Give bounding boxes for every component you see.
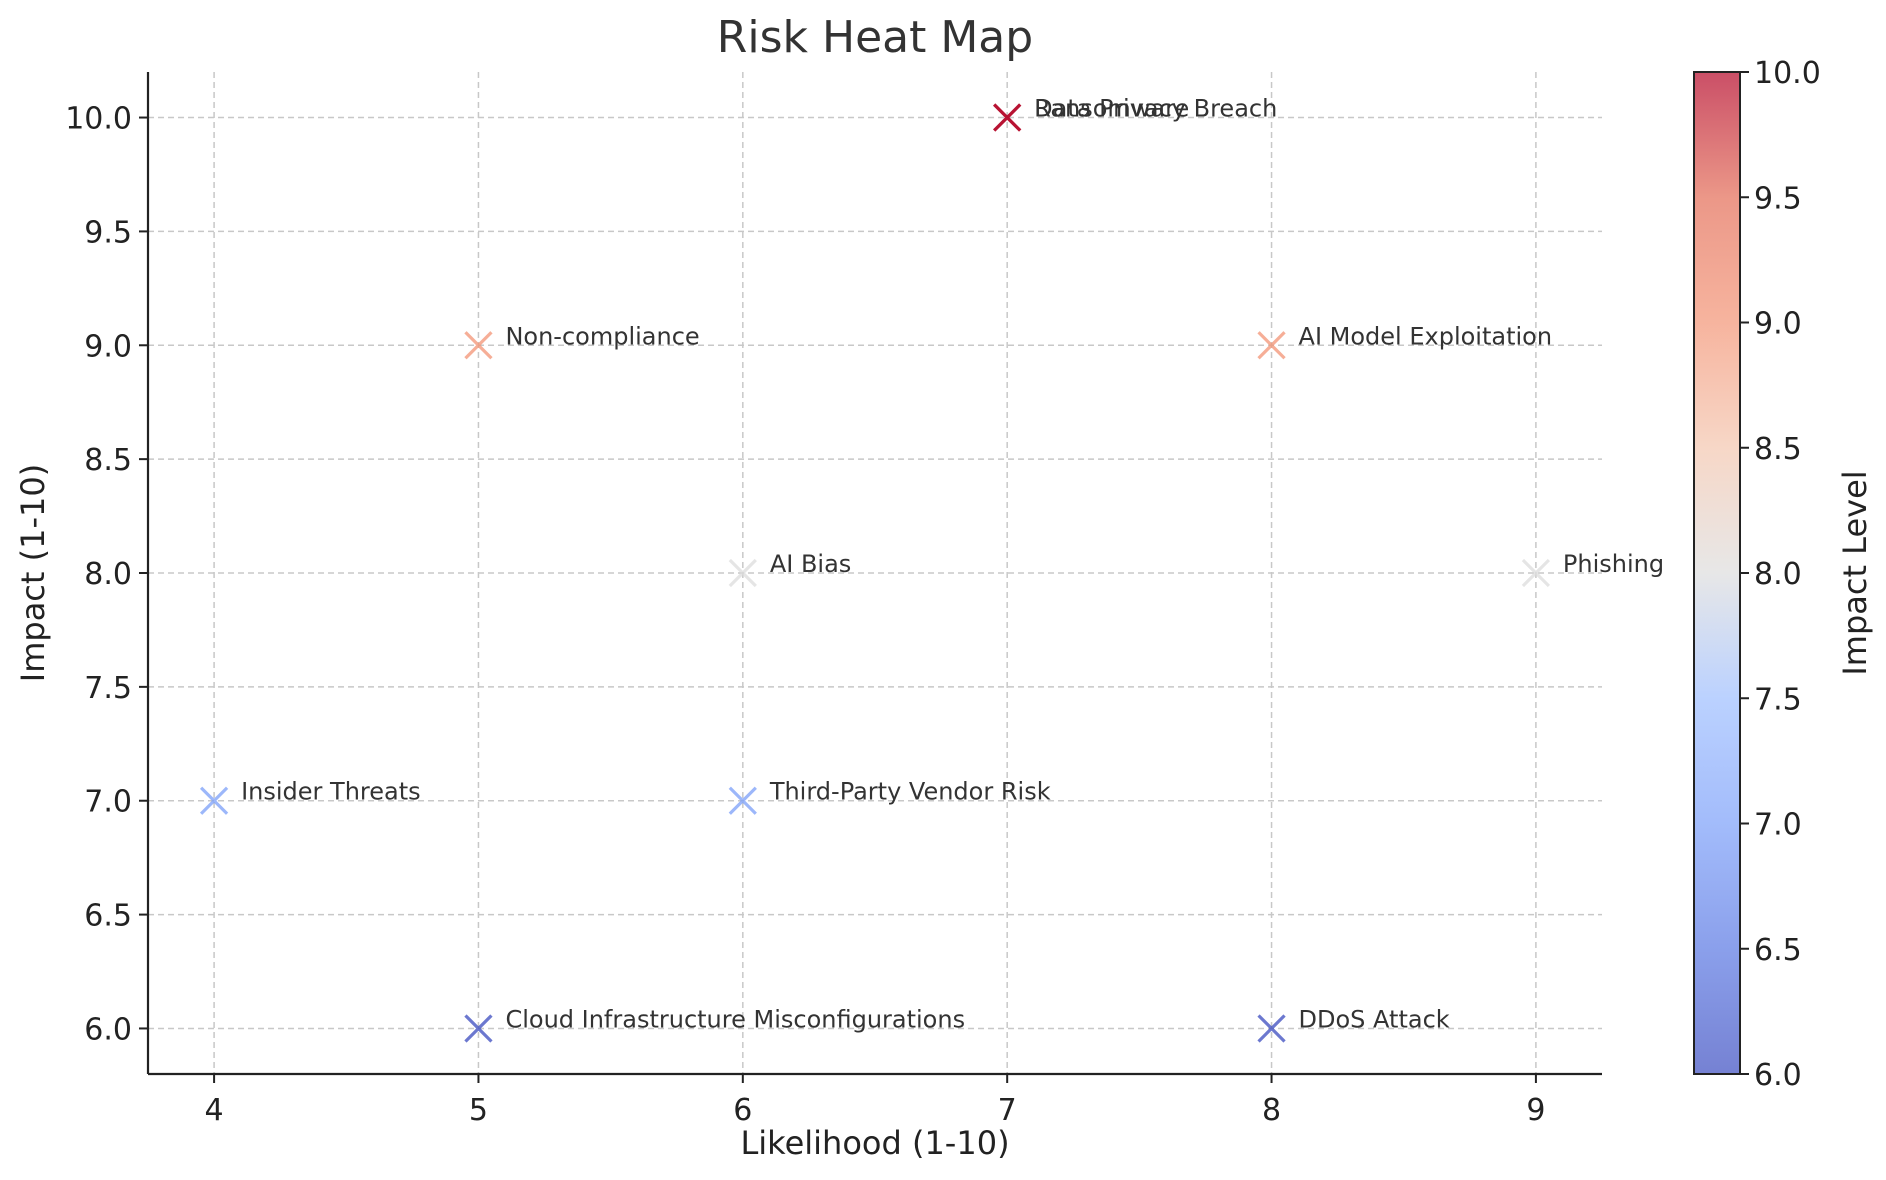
y-tick-label: 7.5 <box>84 671 132 706</box>
x-tick-label: 4 <box>205 1093 224 1128</box>
x-axis-ticks: 4 5 6 7 8 9 <box>205 1074 1545 1128</box>
y-tick-label: 7.0 <box>84 785 132 820</box>
colorbar-tick-label: 9.0 <box>1754 307 1802 342</box>
x-tick-label: 7 <box>998 1093 1017 1128</box>
y-axis-label: Impact (1-10) <box>14 464 52 682</box>
scatter-point <box>199 786 229 815</box>
scatter-point <box>728 786 757 815</box>
y-tick-label: 10.0 <box>65 102 132 137</box>
colorbar-tick-label: 8.5 <box>1754 432 1802 467</box>
y-axis-ticks: 6.0 6.5 7.0 7.5 8.0 8.5 9.0 9.5 10.0 <box>65 102 148 1047</box>
y-tick-label: 6.5 <box>84 899 132 934</box>
colorbar-tick-label: 9.5 <box>1754 181 1802 216</box>
scatter-point <box>993 103 1022 132</box>
point-label: DDoS Attack <box>1299 1005 1450 1033</box>
colorbar-tick-label: 7.0 <box>1754 808 1802 843</box>
y-tick-label: 9.0 <box>84 329 132 364</box>
scatter-point <box>1257 1014 1286 1043</box>
colorbar-tick-label: 6.5 <box>1754 933 1802 968</box>
scatter-point <box>1257 331 1286 360</box>
colorbar-tick-label: 7.5 <box>1754 682 1802 717</box>
x-axis-label: Likelihood (1-10) <box>740 1124 1009 1162</box>
colorbar-tick-label: 6.0 <box>1754 1058 1802 1093</box>
point-label: Third-Party Vendor Risk <box>769 778 1051 806</box>
colorbar <box>1693 71 1741 1075</box>
point-label: Non-compliance <box>505 322 699 350</box>
scatter-point <box>464 1014 493 1043</box>
chart-title: Risk Heat Map <box>717 12 1033 63</box>
colorbar-ticks: 6.0 6.5 7.0 7.5 8.0 8.5 9.0 9.5 10.0 <box>1740 56 1821 1093</box>
scatter-point <box>464 331 493 360</box>
grid <box>148 72 1602 1074</box>
y-tick-label: 9.5 <box>84 215 132 250</box>
x-tick-label: 8 <box>1262 1093 1281 1128</box>
scatter-point <box>728 558 757 588</box>
y-tick-label: 8.5 <box>84 443 132 478</box>
scatter-point <box>1521 558 1551 588</box>
x-tick-label: 6 <box>733 1093 752 1128</box>
point-label: AI Bias <box>770 550 851 578</box>
x-tick-label: 5 <box>469 1093 488 1128</box>
colorbar-tick-label: 8.0 <box>1754 557 1802 592</box>
point-label: Data Privacy Breach <box>1034 95 1277 123</box>
point-label: Phishing <box>1563 550 1664 578</box>
point-label: Cloud Infrastructure Misconfigurations <box>505 1005 965 1033</box>
y-tick-label: 8.0 <box>84 557 132 592</box>
point-label: AI Model Exploitation <box>1299 322 1553 350</box>
point-label: Insider Threats <box>241 778 421 806</box>
colorbar-tick-label: 10.0 <box>1754 56 1821 91</box>
y-tick-label: 6.0 <box>84 1012 132 1047</box>
point-label: Ransomware <box>1034 95 1189 123</box>
colorbar-label: Impact Level <box>1836 470 1874 675</box>
x-tick-label: 9 <box>1526 1093 1545 1128</box>
